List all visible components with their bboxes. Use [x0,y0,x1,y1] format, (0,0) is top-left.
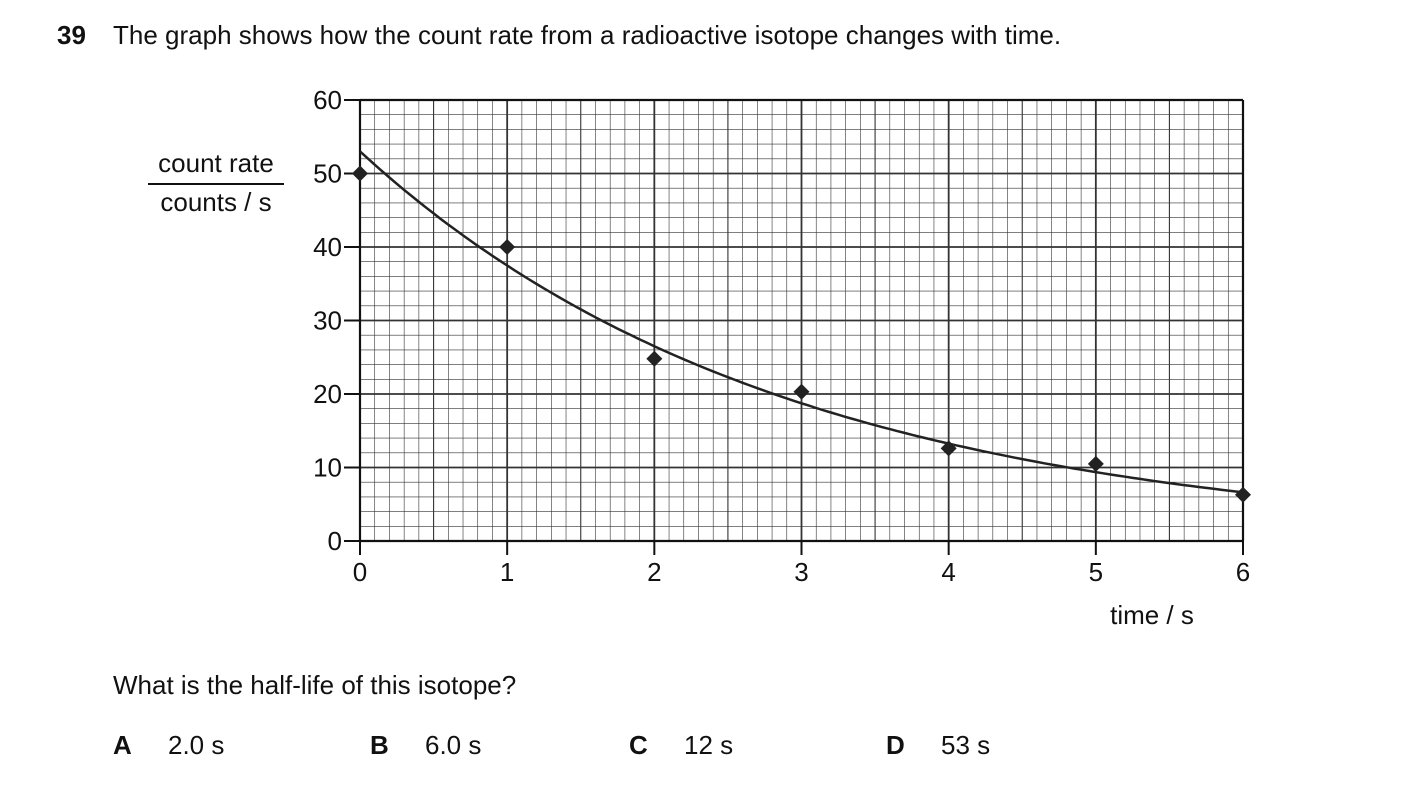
y-tick-label: 20 [313,379,342,409]
data-point [1087,455,1104,472]
data-point [940,440,957,457]
y-tick-label: 0 [328,526,342,556]
y-axis-label-denominator: counts / s [160,187,272,217]
option-letter: A [113,730,132,760]
data-point [499,239,516,255]
data-point [793,383,810,400]
y-tick-label: 60 [313,85,342,115]
option-letter: C [629,730,648,760]
x-axis-label: time / s [1110,600,1194,630]
data-point [646,350,663,367]
axis-tick-labels: 0 10 20 30 40 50 60 0 1 2 3 4 5 6 [313,85,1250,587]
axis-ticks [344,99,1244,555]
option-value: 53 s [941,730,991,760]
x-tick-label: 2 [647,557,661,587]
y-tick-label: 30 [313,306,342,336]
y-axis-label-numerator: count rate [148,148,284,185]
data-point [352,165,368,182]
x-tick-label: 5 [1089,557,1103,587]
y-tick-label: 50 [313,159,342,189]
y-axis-label: count rate counts / s [148,148,284,218]
option-letter: D [886,730,905,760]
x-tick-label: 4 [941,557,955,587]
y-tick-label: 40 [313,232,342,262]
x-tick-label: 3 [794,557,808,587]
x-tick-label: 1 [500,557,514,587]
option-value: 2.0 s [168,730,225,760]
data-points [352,165,1251,503]
option-value: 6.0 s [425,730,482,760]
x-tick-label: 6 [1236,557,1250,587]
question-number: 39 [57,20,86,50]
question-stem: The graph shows how the count rate from … [113,20,1062,50]
option-value: 12 s [684,730,734,760]
data-point [1235,486,1251,503]
decay-curve [359,150,1244,494]
option-letter: B [370,730,389,760]
question-prompt: What is the half-life of this isotope? [113,670,517,700]
y-tick-label: 10 [313,453,342,483]
x-tick-label: 0 [353,557,367,587]
